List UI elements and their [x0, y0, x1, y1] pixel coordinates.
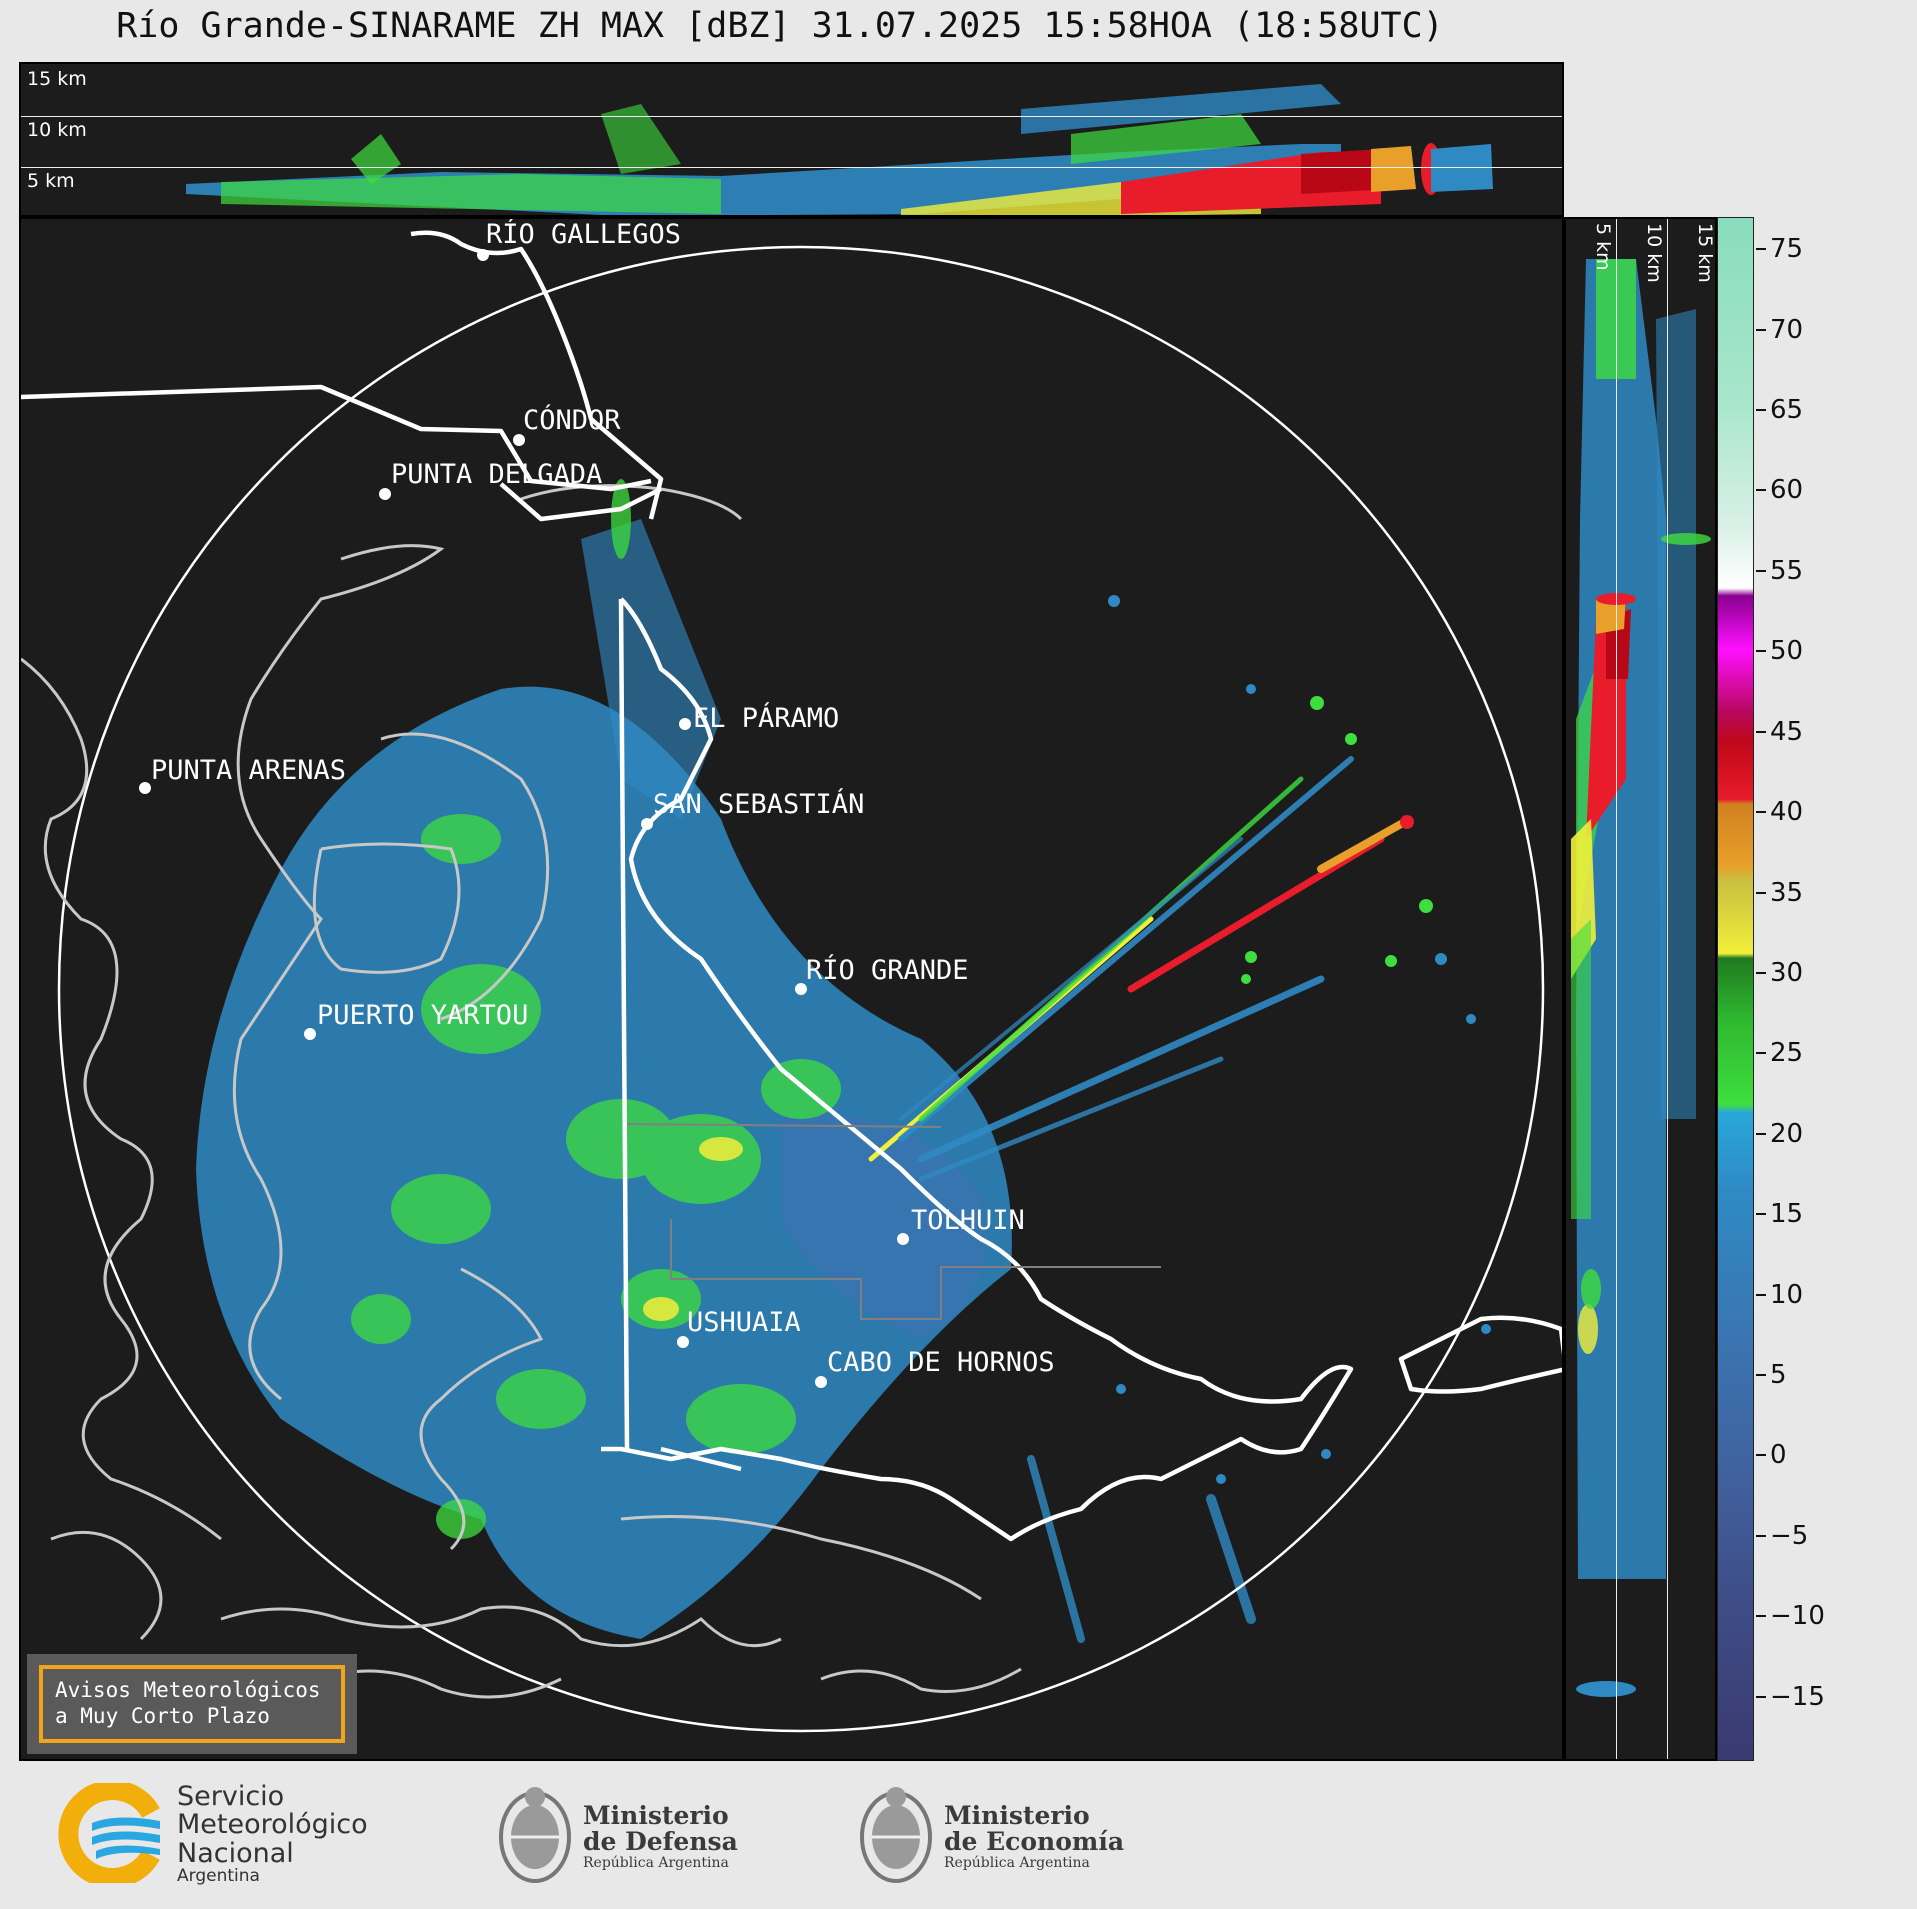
top-profile-echoes: [186, 84, 1493, 215]
warnings-box-frame: Avisos Meteorológicos a Muy Corto Plazo: [39, 1665, 345, 1743]
colorbar-tick-label: 0: [1770, 1440, 1787, 1471]
side-height-label-5km: 5 km: [1592, 223, 1614, 271]
colorbar-tick-label: 70: [1770, 314, 1804, 345]
top-height-label-5km: 5 km: [27, 170, 75, 192]
side-height-profile: 5 km 10 km 15 km: [1564, 217, 1717, 1761]
colorbar-tick-mark: [1756, 1454, 1766, 1457]
smn-logo: Servicio Meteorológico Nacional Argentin…: [56, 1781, 386, 1887]
colorbar-tick-label: 25: [1770, 1038, 1804, 1069]
colorbar-tick-mark: [1756, 248, 1766, 251]
colorbar-tick-mark: [1756, 1695, 1766, 1698]
coastlines-grey: [21, 484, 1022, 1699]
side-height-line-5km: [1616, 219, 1617, 1759]
side-height-label-10km: 10 km: [1643, 223, 1665, 283]
colorbar-tick-label: −15: [1770, 1681, 1825, 1712]
side-profile-echoes: [1571, 259, 1711, 1697]
city-label-punta-delgada: PUNTA DELGADA: [391, 459, 602, 490]
city-label-puerto-yartou: PUERTO YARTOU: [317, 1000, 528, 1031]
defensa-coat-of-arms-icon: [499, 1787, 571, 1883]
colorbar-tick-mark: [1756, 1052, 1766, 1055]
colorbar-tick-mark: [1756, 891, 1766, 894]
colorbar-tick-label: 75: [1770, 234, 1804, 265]
city-label-san-sebastian: SAN SEBASTIÁN: [653, 788, 864, 820]
colorbar-tick-mark: [1756, 409, 1766, 411]
defensa-logo: Ministerio de Defensa República Argentin…: [495, 1775, 755, 1895]
colorbar-tick-label: 20: [1770, 1118, 1804, 1149]
city-label-rio-gallegos: RÍO GALLEGOS: [486, 219, 681, 250]
economia-logo: Ministerio de Economía República Argenti…: [856, 1775, 1126, 1895]
city-label-ushuaia: USHUAIA: [687, 1307, 801, 1338]
city-label-rio-grande: RÍO GRANDE: [806, 954, 969, 986]
colorbar-tick-mark: [1756, 489, 1766, 492]
colorbar-tick-label: 60: [1770, 475, 1804, 506]
colorbar-tick-label: 5: [1770, 1360, 1787, 1390]
plot-title: Río Grande-SINARAME ZH MAX [dBZ] 31.07.2…: [116, 6, 1444, 46]
top-height-label-15km: 15 km: [27, 68, 87, 90]
colorbar-tick-mark: [1756, 1213, 1766, 1216]
colorbar-tick-mark: [1756, 1534, 1766, 1537]
economia-logo-text: Ministerio de Economía República Argenti…: [944, 1801, 1125, 1871]
city-markers: [139, 249, 909, 1388]
colorbar-tick-mark: [1756, 730, 1766, 733]
colorbar-tick-label: 30: [1770, 957, 1804, 988]
colorbar-tick-label: 45: [1770, 716, 1804, 747]
city-label-el-paramo: EL PÁRAMO: [693, 702, 839, 734]
colorbar-tick-label: 50: [1770, 636, 1804, 667]
top-height-line-15km: [21, 116, 1562, 117]
economia-coat-of-arms-icon: [860, 1787, 932, 1883]
colorbar-tick-mark: [1756, 569, 1766, 572]
city-label-condor: CÓNDOR: [523, 404, 621, 436]
colorbar-tick-mark: [1756, 328, 1766, 331]
colorbar-tick-mark: [1756, 1615, 1766, 1618]
colorbar-tick-label: 40: [1770, 797, 1804, 828]
colorbar-tick-mark: [1756, 650, 1766, 653]
side-height-line-10km: [1667, 219, 1668, 1759]
smn-logo-icon: [58, 1783, 160, 1883]
colorbar-tick-label: 10: [1770, 1279, 1804, 1310]
colorbar-tick-mark: [1756, 1132, 1766, 1135]
top-height-profile: 15 km 10 km 5 km: [19, 62, 1564, 217]
colorbar-tick-label: 55: [1770, 555, 1804, 586]
top-height-line-10km: [21, 167, 1562, 168]
colorbar-tick-mark: [1756, 1293, 1766, 1296]
city-label-punta-arenas: PUNTA ARENAS: [151, 755, 346, 786]
warnings-line-2: a Muy Corto Plazo: [55, 1704, 270, 1728]
colorbar-tick-label: 35: [1770, 877, 1804, 908]
colorbar-tick-label: −5: [1770, 1520, 1809, 1551]
coastlines-white: [21, 230, 1562, 1542]
city-label-tolhuin: TOLHUIN: [911, 1205, 1025, 1236]
smn-logo-text: Servicio Meteorológico Nacional Argentin…: [177, 1781, 368, 1887]
moderate-echo-patches: [351, 479, 841, 1539]
colorbar-tick-mark: [1756, 971, 1766, 974]
city-label-cabo-de-hornos: CABO DE HORNOS: [827, 1347, 1055, 1378]
colorbar-tick-label: 15: [1770, 1199, 1804, 1230]
range-ring: [57, 245, 1545, 1733]
radar-map[interactable]: RÍO GALLEGOS CÓNDOR PUNTA DELGADA EL PÁR…: [19, 217, 1564, 1761]
radial-spokes: [868, 756, 1414, 1643]
warnings-box[interactable]: Avisos Meteorológicos a Muy Corto Plazo: [27, 1654, 357, 1754]
warnings-line-1: Avisos Meteorológicos: [55, 1678, 321, 1702]
top-height-label-10km: 10 km: [27, 119, 87, 141]
colorbar-tick-label: 65: [1770, 395, 1804, 425]
colorbar-tick-label: −10: [1770, 1601, 1825, 1632]
colorbar-tick-mark: [1756, 811, 1766, 814]
defensa-logo-text: Ministerio de Defensa República Argentin…: [583, 1801, 738, 1871]
colorbar-tick-mark: [1756, 1374, 1766, 1376]
side-height-label-15km: 15 km: [1694, 223, 1716, 283]
radar-map-canvas: RÍO GALLEGOS CÓNDOR PUNTA DELGADA EL PÁR…: [21, 219, 1562, 1733]
reflectivity-colorbar: [1717, 217, 1754, 1761]
